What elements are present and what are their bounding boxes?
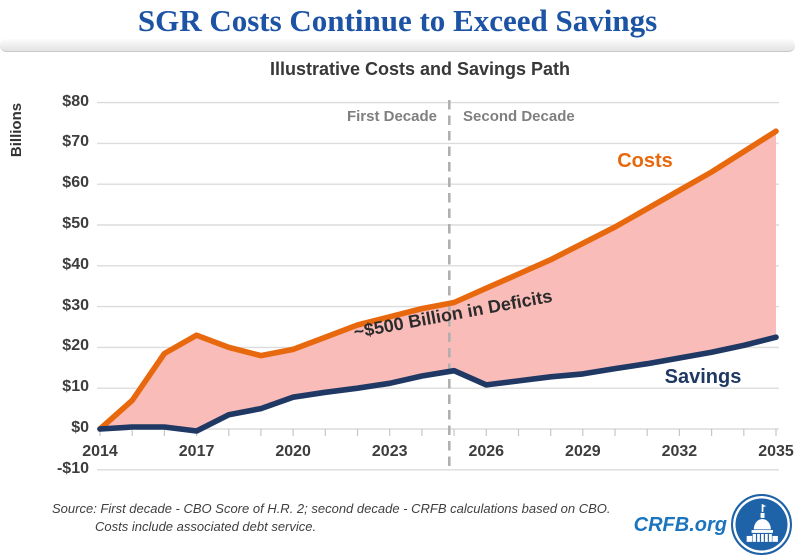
second-decade-label: Second Decade	[463, 108, 575, 125]
title-divider-band	[0, 39, 795, 52]
x-tick-label: 2014	[82, 443, 118, 460]
y-tick-label: $70	[62, 133, 89, 151]
y-tick-label: $10	[62, 378, 89, 396]
costs-line	[97, 128, 779, 432]
y-tick-label: -$10	[56, 459, 89, 477]
costs-series-label: Costs	[617, 150, 673, 172]
capitol-icon	[746, 503, 778, 542]
x-tick-label: 2029	[565, 443, 601, 460]
y-tick-label: $30	[62, 296, 89, 314]
x-tick-label: 2032	[661, 443, 698, 460]
source-note-line1: Source: First decade - CBO Score of H.R.…	[52, 501, 611, 516]
page-title: SGR Costs Continue to Exceed Savings	[137, 3, 658, 38]
y-tick-label: $20	[62, 337, 89, 355]
source-note-line2: Costs include associated debt service.	[95, 519, 317, 534]
y-tick-label: $50	[62, 215, 89, 232]
crfb-logo	[731, 494, 792, 555]
savings-line	[97, 334, 779, 434]
x-tick-label: 2035	[758, 443, 794, 460]
y-tick-label: $60	[62, 174, 89, 192]
x-tick-label: 2023	[371, 443, 408, 460]
y-tick-label: $0	[71, 419, 89, 436]
y-tick-label: $80	[62, 92, 89, 110]
first-decade-label: First Decade	[346, 108, 437, 125]
crfb-brand-text: CRFB.org	[633, 514, 727, 536]
x-tick-label: 2026	[468, 443, 505, 460]
x-tick-label: 2020	[275, 443, 311, 460]
y-tick-label: $40	[62, 255, 89, 273]
x-tick-label: 2017	[178, 443, 215, 460]
chart-title: Illustrative Costs and Savings Path	[269, 59, 571, 79]
savings-series-label: Savings	[664, 366, 742, 388]
